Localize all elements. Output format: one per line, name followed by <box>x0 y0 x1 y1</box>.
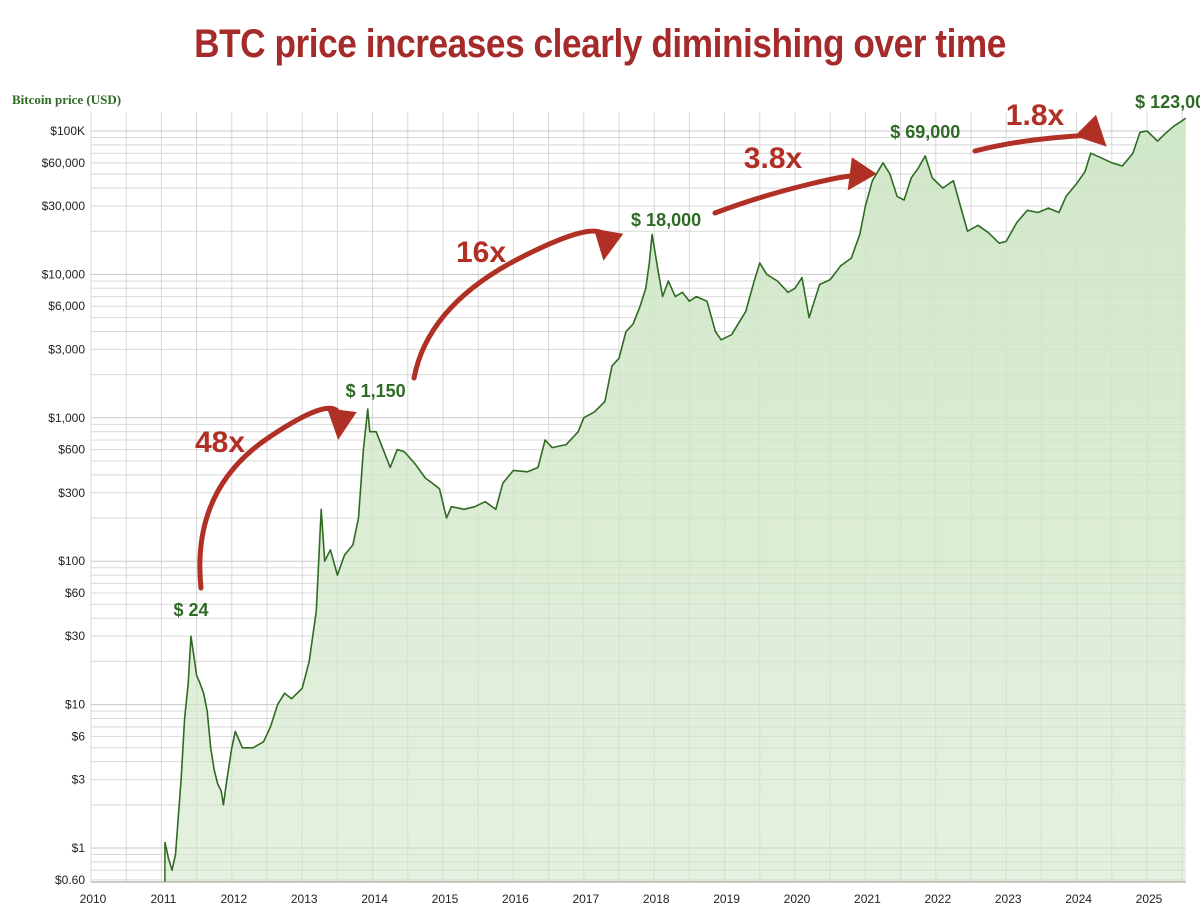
x-tick-label: 2016 <box>502 892 529 906</box>
y-tick-label: $3 <box>72 773 86 787</box>
multiplier-label: 1.8x <box>1006 99 1065 132</box>
x-tick-label: 2012 <box>220 892 247 906</box>
y-tick-label: $30 <box>65 629 85 643</box>
y-tick-label: $30,000 <box>42 199 86 213</box>
y-tick-label: $6 <box>72 729 86 743</box>
x-tick-label: 2020 <box>784 892 811 906</box>
multiplier-label: 48x <box>195 426 245 459</box>
x-tick-label: 2018 <box>643 892 670 906</box>
x-tick-label: 2024 <box>1065 892 1092 906</box>
x-tick-label: 2013 <box>291 892 318 906</box>
multiplier-arrows: 48x 16x 3.8x 1.8x <box>195 99 1107 591</box>
y-tick-label: $300 <box>58 486 85 500</box>
y-tick-label: $3,000 <box>48 342 85 356</box>
x-tick-label: 2021 <box>854 892 881 906</box>
x-tick-label: 2025 <box>1136 892 1163 906</box>
y-tick-label: $60 <box>65 586 85 600</box>
y-tick-label: $100 <box>58 554 85 568</box>
peak-price-label: $ 24 <box>173 600 208 620</box>
y-tick-label: $60,000 <box>42 156 86 170</box>
multiplier-arrow <box>197 405 357 591</box>
y-tick-label: $0.60 <box>55 873 85 887</box>
peak-price-label: $ 18,000 <box>631 210 701 230</box>
price-area-fill <box>164 118 1186 883</box>
multiplier-arrow <box>972 114 1107 154</box>
y-tick-label: $10,000 <box>42 267 86 281</box>
chart-title: BTC price increases clearly diminishing … <box>194 22 1006 66</box>
peak-price-label: $ 123,000 <box>1135 92 1200 112</box>
x-tick-label: 2010 <box>80 892 107 906</box>
x-tick-labels: 2010 2011 2012 2013 2014 2015 2016 2017 2018 2019… <box>80 892 1163 906</box>
y-tick-label: $600 <box>58 443 85 457</box>
multiplier-arrow <box>411 228 624 381</box>
y-tick-label: $10 <box>65 698 85 712</box>
price-line <box>164 117 1187 871</box>
multiplier-arrow <box>712 157 877 216</box>
x-tick-label: 2011 <box>150 892 176 906</box>
peak-price-label: $ 69,000 <box>890 122 960 142</box>
multiplier-label: 3.8x <box>744 142 803 175</box>
x-tick-label: 2014 <box>361 892 388 906</box>
x-tick-label: 2023 <box>995 892 1022 906</box>
x-tick-label: 2022 <box>924 892 951 906</box>
y-tick-label: $100K <box>50 124 85 138</box>
multiplier-label: 16x <box>456 236 506 269</box>
y-tick-labels: $100K $60,000 $30,000 $10,000 $6,000 $3,000 $1… <box>42 124 86 887</box>
x-tick-label: 2019 <box>713 892 740 906</box>
x-tick-label: 2015 <box>432 892 459 906</box>
x-tick-label: 2017 <box>572 892 599 906</box>
y-tick-label: $1 <box>72 841 86 855</box>
y-tick-label: $6,000 <box>48 299 85 313</box>
peak-price-label: $ 1,150 <box>346 381 406 401</box>
y-axis-label: Bitcoin price (USD) <box>12 92 122 107</box>
peak-price-labels: $ 24 $ 1,150 $ 18,000 $ 69,000 $ 123,000 <box>173 92 1200 620</box>
y-tick-label: $1,000 <box>48 411 85 425</box>
